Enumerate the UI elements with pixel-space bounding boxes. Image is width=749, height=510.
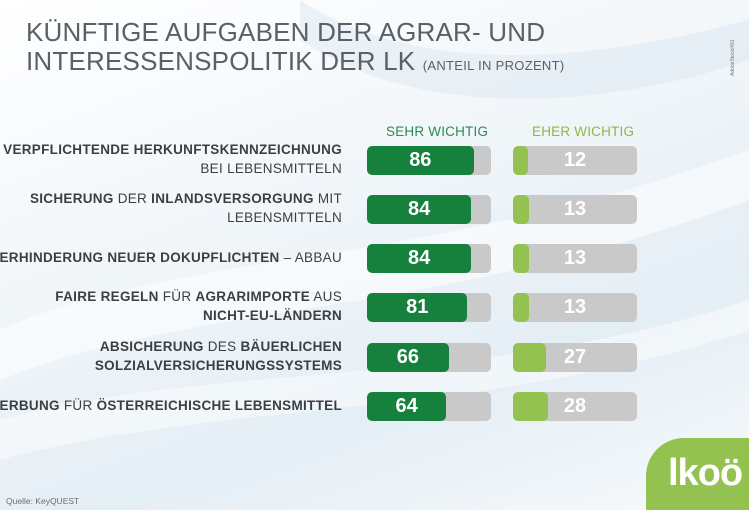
bar-sehr-wichtig [367,194,472,224]
category-label-1: VERPFLICHTENDE HERKUNFTSKENNZEICHNUNG BEI… [3,140,342,178]
category-label-segment: FAIRE REGELN [55,289,159,304]
category-label-segment: MIT [313,191,342,206]
photo-credit: AdobeStock/#91774905 [730,40,736,76]
category-label-line: ABSICHERUNG DES BÄUERLICHEN [95,337,342,356]
bar-eher-wichtig [513,342,547,372]
bar-track-sehr-wichtig: 84 [367,194,491,224]
title-line-2-text: INTERESSENSPOLITIK DER LK [26,46,416,76]
category-label-segment: ABSICHERUNG [99,339,204,354]
category-label-3: VERHINDERUNG NEUER DOKUPFLICHTEN – ABBAU [0,248,342,267]
bar-track-eher-wichtig: 27 [513,342,637,372]
bar-track-sehr-wichtig: 84 [367,243,491,273]
category-label-4: FAIRE REGELN FÜR AGRARIMPORTE AUS NICHT-E… [55,287,342,325]
chart-subtitle: (ANTEIL IN PROZENT) [422,58,565,73]
category-label-segment: AGRARIMPORTE [195,289,311,304]
data-label-eher-wichtig: 27 [563,345,587,368]
category-label-segment: NICHT-EU-LÄNDERN [202,308,342,323]
data-label-eher-wichtig: 13 [563,197,587,220]
source-note: Quelle: KeyQUEST [6,496,80,506]
logo-text: lkoö [668,452,743,494]
data-label-sehr-wichtig: 81 [406,295,429,318]
category-label-segment: BÄUERLICHEN [240,339,342,354]
category-label-segment: INLANDSVERSORGUNG [151,191,314,206]
category-label-segment: – ABBAU [279,249,342,265]
data-label-eher-wichtig: 13 [563,295,587,318]
lkooe-logo [646,438,749,510]
category-label-2: SICHERUNG DER INLANDSVERSORGUNG MIT LEBEN… [30,189,342,227]
bar-track-sehr-wichtig: 64 [367,391,491,421]
bar-sehr-wichtig [367,145,474,175]
bar-sehr-wichtig [367,342,449,372]
category-label-line: SOLZIALVERSICHERUNGSSYSTEMS [95,356,342,375]
category-label-segment: SICHERUNG [29,191,114,206]
bar-sehr-wichtig [367,391,447,421]
bar-eher-wichtig [513,194,530,224]
data-label-eher-wichtig: 12 [563,148,587,171]
category-label-line: BEI LEBENSMITTELN [3,159,342,178]
bar-sehr-wichtig [367,243,472,273]
category-label-segment: FÜR [59,397,97,413]
bar-track-eher-wichtig: 13 [513,292,637,322]
bar-eher-wichtig [513,292,530,322]
category-label-line: WERBUNG FÜR ÖSTERREICHISCHE LEBENSMITTEL [0,396,342,415]
category-label-line: VERPFLICHTENDE HERKUNFTSKENNZEICHNUNG [3,140,342,159]
bar-track-sehr-wichtig: 81 [367,292,491,322]
category-label-segment: AUS [310,289,342,304]
bar-track-eher-wichtig: 28 [513,391,637,421]
category-label-5: ABSICHERUNG DES BÄUERLICHEN SOLZIALVERSIC… [95,337,342,375]
category-label-segment: SOLZIALVERSICHERUNGSSYSTEMS [94,358,342,373]
category-label-segment: LEBENSMITTELN [227,210,342,225]
category-label-segment: DES [203,339,241,354]
category-label-segment: VERHINDERUNG NEUER DOKUPFLICHTEN [0,249,280,265]
legend-eher-wichtig: EHER WICHTIG [532,124,635,139]
data-label-eher-wichtig: 28 [563,394,587,417]
bar-eher-wichtig [513,391,548,421]
chart-title: KÜNFTIGE AUFGABEN DER AGRAR- UND INTERES… [26,18,646,80]
category-label-segment: WERBUNG [0,397,60,413]
category-label-line: FAIRE REGELN FÜR AGRARIMPORTE AUS [55,287,342,306]
category-label-line: SICHERUNG DER INLANDSVERSORGUNG MIT [30,189,342,208]
category-label-line: VERHINDERUNG NEUER DOKUPFLICHTEN – ABBAU [0,248,342,267]
category-label-segment: VERPFLICHTENDE HERKUNFTSKENNZEICHNUNG [3,142,342,157]
title-line-1: KÜNFTIGE AUFGABEN DER AGRAR- UND [26,17,546,47]
category-label-segment: FÜR [158,289,196,304]
bar-eher-wichtig [513,243,530,273]
category-label-line: LEBENSMITTELN [30,208,342,227]
category-label-line: NICHT-EU-LÄNDERN [55,306,342,325]
category-label-segment: ÖSTERREICHISCHE LEBENSMITTEL [96,397,342,413]
bar-track-sehr-wichtig: 66 [367,342,491,372]
data-label-sehr-wichtig: 66 [396,345,420,368]
bar-track-eher-wichtig: 13 [513,243,637,273]
category-label-segment: DER [113,191,152,206]
bar-track-eher-wichtig: 13 [513,194,637,224]
data-label-sehr-wichtig: 86 [409,148,432,171]
data-label-eher-wichtig: 13 [563,246,587,269]
bar-eher-wichtig [513,145,528,175]
data-label-sehr-wichtig: 64 [395,394,418,417]
data-label-sehr-wichtig: 84 [407,246,431,269]
bar-sehr-wichtig [367,292,468,322]
legend-sehr-wichtig: SEHR WICHTIG [386,124,489,139]
title-line-2: INTERESSENSPOLITIK DER LK (ANTEIL IN PRO… [26,47,646,80]
category-label-segment: BEI LEBENSMITTELN [200,161,342,176]
category-label-6: WERBUNG FÜR ÖSTERREICHISCHE LEBENSMITTEL [0,396,342,415]
data-label-sehr-wichtig: 84 [407,197,431,220]
bar-track-eher-wichtig: 12 [513,145,637,175]
bar-track-sehr-wichtig: 86 [367,145,491,175]
